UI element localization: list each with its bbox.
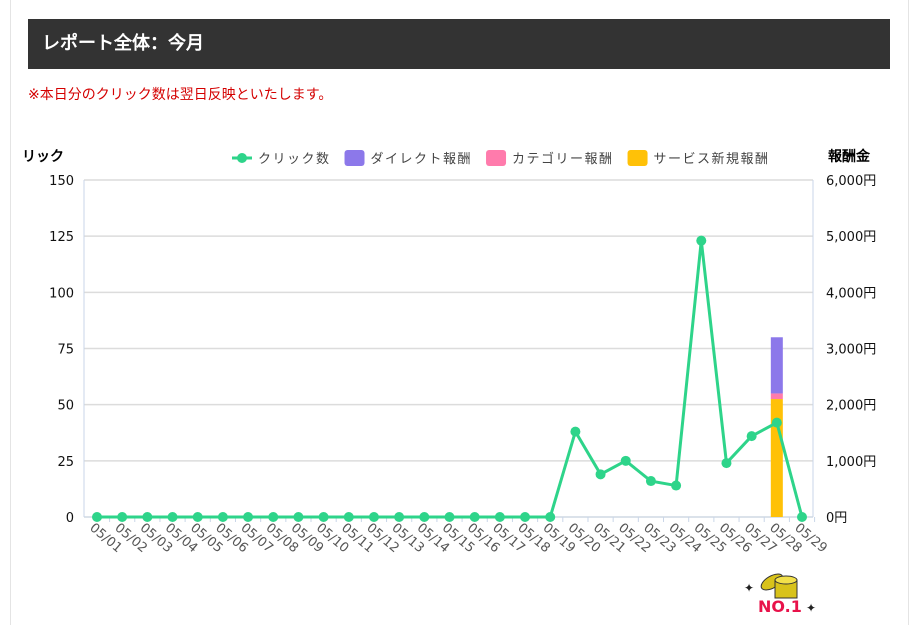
svg-text:✦: ✦ xyxy=(744,581,754,595)
bar-サービス新規報酬 xyxy=(770,399,783,517)
right-tick-label: 3,000円 xyxy=(826,343,876,358)
click-point xyxy=(117,512,128,522)
click-point xyxy=(545,512,556,522)
click-point xyxy=(142,512,153,522)
report-header: レポート全体：今月 xyxy=(28,19,890,69)
notice-text: ※本日分のクリック数は翌日反映といたします。 xyxy=(28,87,333,103)
click-point xyxy=(444,512,455,522)
legend-swatch xyxy=(344,150,365,166)
click-point xyxy=(192,512,203,522)
left-tick-label: 25 xyxy=(57,455,74,470)
click-point xyxy=(721,458,732,469)
click-point xyxy=(394,512,405,522)
click-point xyxy=(570,426,581,437)
click-point xyxy=(268,512,279,522)
click-point xyxy=(494,512,505,522)
click-point xyxy=(797,512,807,522)
right-tick-label: 4,000円 xyxy=(826,286,876,301)
left-axis-title: リック xyxy=(22,149,64,165)
bar-ダイレクト報酬 xyxy=(770,337,783,394)
legend-point-icon xyxy=(237,153,247,163)
click-point xyxy=(746,431,757,442)
legend-swatch xyxy=(486,150,507,166)
click-point xyxy=(318,512,329,522)
left-tick-label: 50 xyxy=(57,399,74,414)
click-point xyxy=(620,455,631,466)
legend-item: サービス新規報酬 xyxy=(654,151,770,167)
click-point xyxy=(167,512,178,522)
content-frame xyxy=(10,0,909,625)
left-tick-label: 100 xyxy=(49,286,74,301)
left-tick-label: 150 xyxy=(49,174,74,189)
click-point xyxy=(595,469,606,480)
right-axis-title: 報酬金 xyxy=(828,148,871,165)
click-point xyxy=(771,417,782,428)
no1-coin-logo: NO.1 ✦ ✦ xyxy=(744,573,816,616)
right-tick-label: 2,000円 xyxy=(826,399,876,414)
right-tick-label: 5,000円 xyxy=(826,230,876,245)
click-point xyxy=(368,512,379,522)
svg-text:✦: ✦ xyxy=(806,601,816,615)
click-point xyxy=(92,512,102,522)
right-tick-label: 1,000円 xyxy=(826,455,876,470)
click-point xyxy=(671,480,682,491)
click-point xyxy=(419,512,430,522)
right-tick-label: 0円 xyxy=(826,511,847,526)
legend-item: クリック数 xyxy=(258,152,331,167)
click-point xyxy=(520,512,531,522)
click-point xyxy=(217,512,228,522)
legend-item: カテゴリー報酬 xyxy=(512,151,614,167)
legend-swatch xyxy=(627,150,648,166)
legend-item: ダイレクト報酬 xyxy=(371,152,473,167)
click-point xyxy=(469,512,480,522)
svg-text:NO.1: NO.1 xyxy=(758,597,802,616)
click-point xyxy=(293,512,304,522)
right-tick-label: 6,000円 xyxy=(826,174,876,189)
click-point xyxy=(696,235,707,246)
click-line xyxy=(97,240,804,519)
left-tick-label: 75 xyxy=(57,343,74,358)
click-point xyxy=(243,512,254,522)
bar-カテゴリー報酬 xyxy=(770,393,783,400)
click-point xyxy=(343,512,354,522)
left-tick-label: 125 xyxy=(49,230,74,245)
left-tick-label: 0 xyxy=(66,511,74,526)
click-point xyxy=(645,476,656,487)
